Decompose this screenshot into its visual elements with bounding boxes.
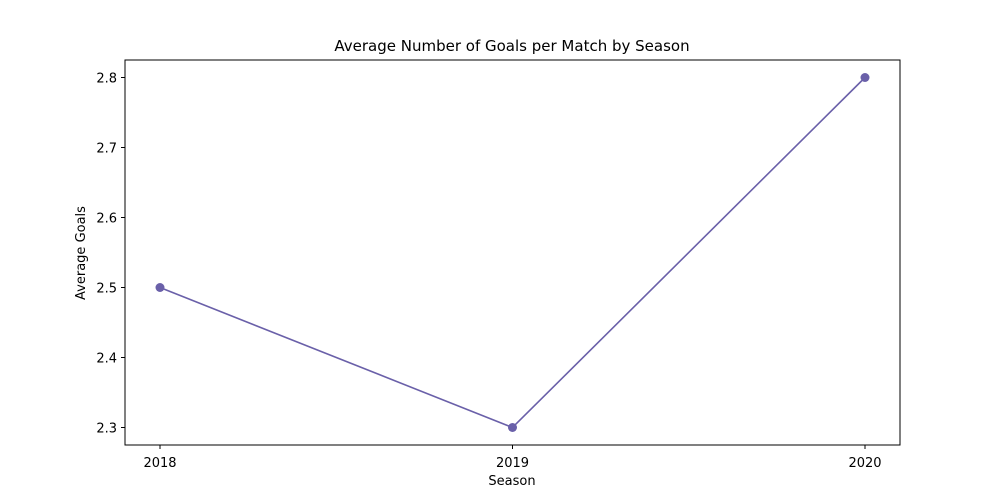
x-tick-label: 2019 — [496, 456, 529, 471]
y-tick-label: 2.8 — [96, 72, 117, 87]
plot-area — [124, 59, 901, 446]
x-tick-label: 2018 — [143, 456, 176, 471]
chart-title: Average Number of Goals per Match by Sea… — [334, 37, 689, 55]
series-layer — [155, 73, 870, 432]
x-axis: 2018 2019 2020 — [143, 445, 882, 471]
y-tick-label: 2.7 — [96, 142, 117, 157]
x-axis-label: Season — [488, 474, 535, 489]
y-axis: 2.3 2.4 2.5 2.6 2.7 2.8 — [96, 72, 125, 437]
data-point — [860, 73, 870, 82]
data-point — [155, 283, 165, 292]
y-tick-label: 2.4 — [96, 352, 117, 367]
y-axis-label: Average Goals — [74, 206, 89, 300]
data-point — [508, 423, 517, 432]
y-tick-label: 2.5 — [96, 282, 117, 297]
y-tick-label: 2.3 — [96, 422, 117, 437]
x-tick-label: 2020 — [848, 456, 881, 471]
y-tick-label: 2.6 — [96, 212, 117, 227]
